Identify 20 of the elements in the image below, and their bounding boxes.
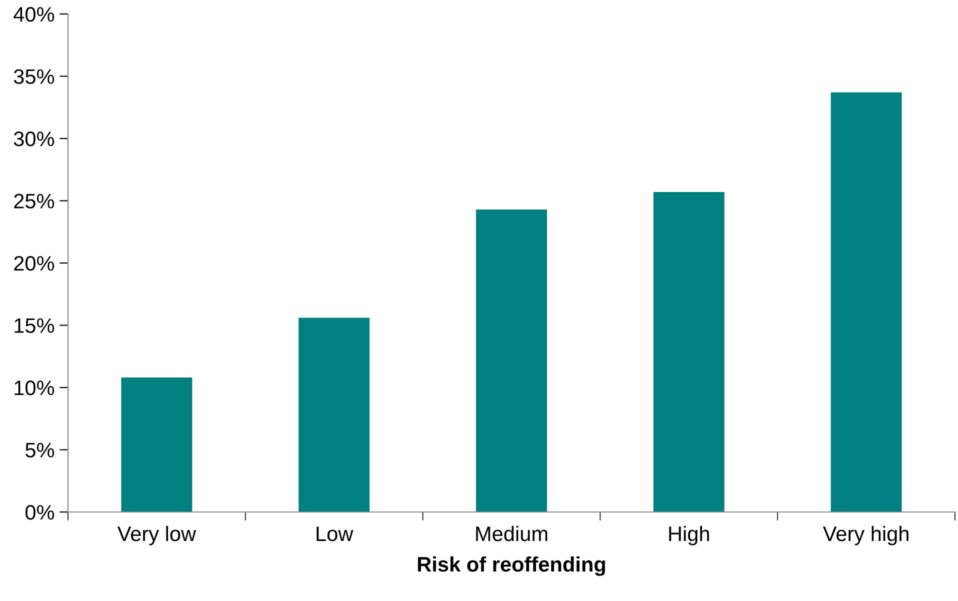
y-tick-label: 25% (14, 194, 54, 209)
x-tick-label: Low (316, 526, 354, 542)
y-tick-label: 0% (26, 505, 54, 520)
bar (298, 318, 370, 512)
bar (830, 92, 902, 512)
y-tick-label: 15% (14, 318, 54, 334)
x-axis-title: Risk of reoffending (418, 556, 606, 576)
x-tick-label: Medium (476, 526, 548, 542)
x-tick-label: Very low (117, 526, 196, 546)
y-tick-label: 20% (14, 256, 54, 271)
y-tick-label: 35% (14, 69, 54, 84)
bar (121, 378, 192, 512)
y-tick-label: 5% (26, 442, 54, 458)
x-tick-label: High (669, 526, 709, 546)
bar (653, 192, 724, 512)
y-tick-label: 30% (14, 132, 54, 146)
y-tick-label: 40% (14, 7, 54, 22)
x-tick-label: Very high (822, 526, 908, 546)
y-tick-label: 10% (14, 380, 54, 396)
bar (476, 209, 547, 512)
